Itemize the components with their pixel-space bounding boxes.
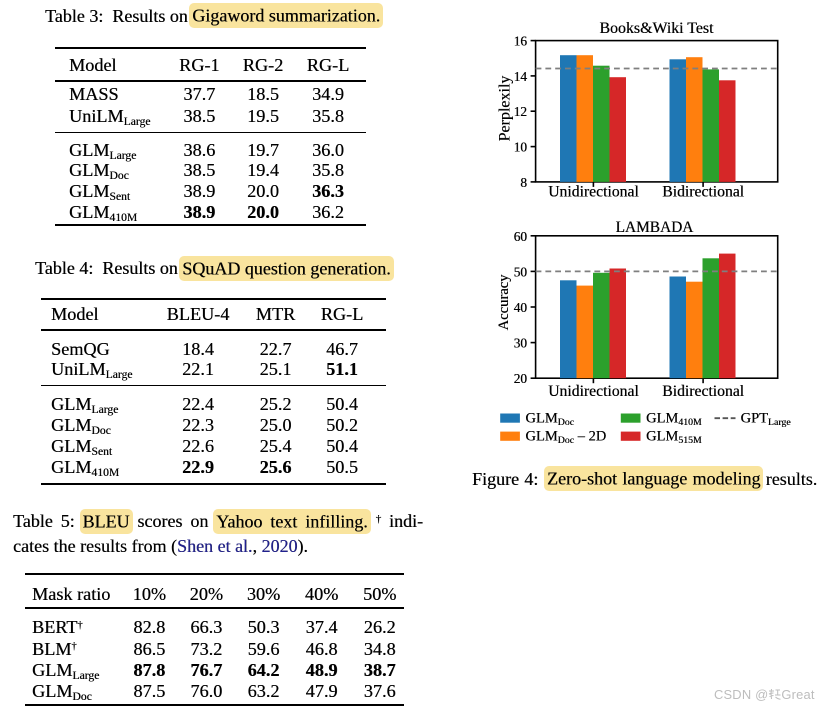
svg-text:GLM515M: GLM515M [646,429,702,447]
svg-text:GPTLarge: GPTLarge [741,411,792,429]
svg-text:10: 10 [514,140,528,155]
svg-text:GLMDoc – 2D: GLMDoc – 2D [525,429,606,447]
svg-text:60: 60 [514,229,528,244]
svg-text:LAMBADA: LAMBADA [615,219,693,236]
svg-text:8: 8 [520,175,527,190]
svg-text:16: 16 [514,34,528,49]
svg-text:50: 50 [514,264,528,279]
svg-text:Bidirectional: Bidirectional [662,184,745,201]
svg-text:30: 30 [514,336,528,351]
svg-text:GLMDoc: GLMDoc [525,411,574,429]
svg-text:Perplexily: Perplexily [497,76,514,142]
svg-text:Unidirectional: Unidirectional [548,383,639,400]
svg-text:14: 14 [514,69,528,84]
svg-text:Books&Wiki Test: Books&Wiki Test [599,20,714,37]
svg-text:Bidirectional: Bidirectional [662,383,745,400]
svg-text:20: 20 [514,371,528,386]
svg-text:GLM410M: GLM410M [646,411,702,429]
svg-text:Unidirectional: Unidirectional [548,184,639,201]
svg-text:12: 12 [514,104,527,119]
svg-text:40: 40 [514,300,528,315]
svg-text:Accuracy: Accuracy [496,274,512,331]
